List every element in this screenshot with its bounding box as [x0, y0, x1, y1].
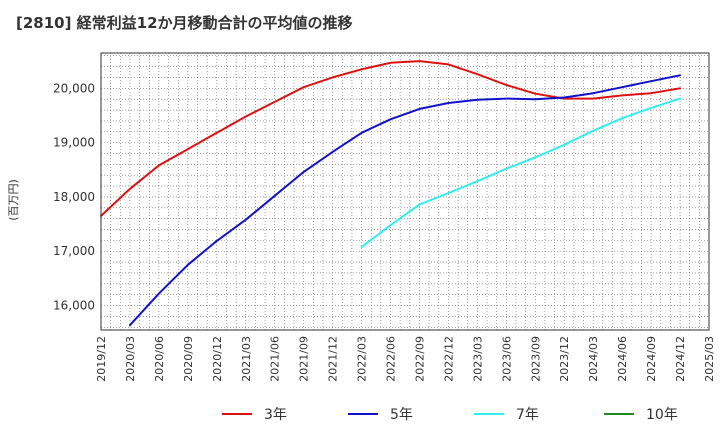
x-tick-label: 2022/06	[385, 336, 398, 382]
x-tick-label: 2023/03	[471, 336, 484, 382]
series-line-1	[129, 74, 681, 327]
x-tick-label: 2024/12	[674, 336, 687, 382]
x-tick-label: 2020/06	[153, 336, 166, 382]
x-tick-label: 2022/12	[442, 336, 455, 382]
chart-title: [2810] 経常利益12か月移動合計の平均値の推移	[16, 14, 353, 32]
grid-layer	[101, 53, 709, 330]
y-tick-label: 20,000	[53, 81, 95, 95]
legend-label-1: 5年	[390, 407, 413, 423]
plot-frame	[100, 52, 710, 331]
y-axis-label: (百万円)	[7, 179, 20, 221]
x-tick-label: 2025/03	[703, 336, 716, 382]
x-tick-label: 2022/09	[413, 336, 426, 382]
y-tick-label: 19,000	[53, 136, 95, 150]
legend: 3年 5年 7年 10年	[222, 407, 678, 423]
x-tick-label: 2022/03	[356, 336, 369, 382]
x-tick-label: 2024/09	[645, 336, 658, 382]
x-tick-label: 2024/06	[616, 336, 629, 382]
series-line-0	[100, 60, 681, 217]
legend-label-2: 7年	[516, 407, 539, 423]
x-tick-label: 2021/03	[240, 336, 253, 382]
x-tick-label: 2019/12	[95, 336, 108, 382]
legend-label-3: 10年	[646, 407, 678, 423]
x-tick-label: 2020/09	[182, 336, 195, 382]
series-layer	[100, 60, 681, 327]
x-tick-labels: 2019/12 2020/03 2020/06 2020/09 2020/12 2021/…	[95, 336, 716, 382]
x-tick-label: 2023/12	[558, 336, 571, 382]
series-line-2	[360, 97, 681, 248]
y-tick-label: 16,000	[53, 299, 95, 313]
x-tick-label: 2024/03	[587, 336, 600, 382]
x-tick-label: 2020/12	[211, 336, 224, 382]
x-tick-label: 2023/09	[529, 336, 542, 382]
x-tick-label: 2021/06	[269, 336, 282, 382]
x-tick-label: 2021/12	[327, 336, 340, 382]
y-tick-label: 18,000	[53, 190, 95, 204]
x-tick-label: 2021/09	[298, 336, 311, 382]
y-tick-labels: 16,000 17,000 18,000 19,000 20,000	[53, 81, 95, 312]
x-tick-label: 2023/06	[500, 336, 513, 382]
legend-label-0: 3年	[264, 407, 287, 423]
y-tick-label: 17,000	[53, 244, 95, 258]
x-tick-label: 2020/03	[124, 336, 137, 382]
